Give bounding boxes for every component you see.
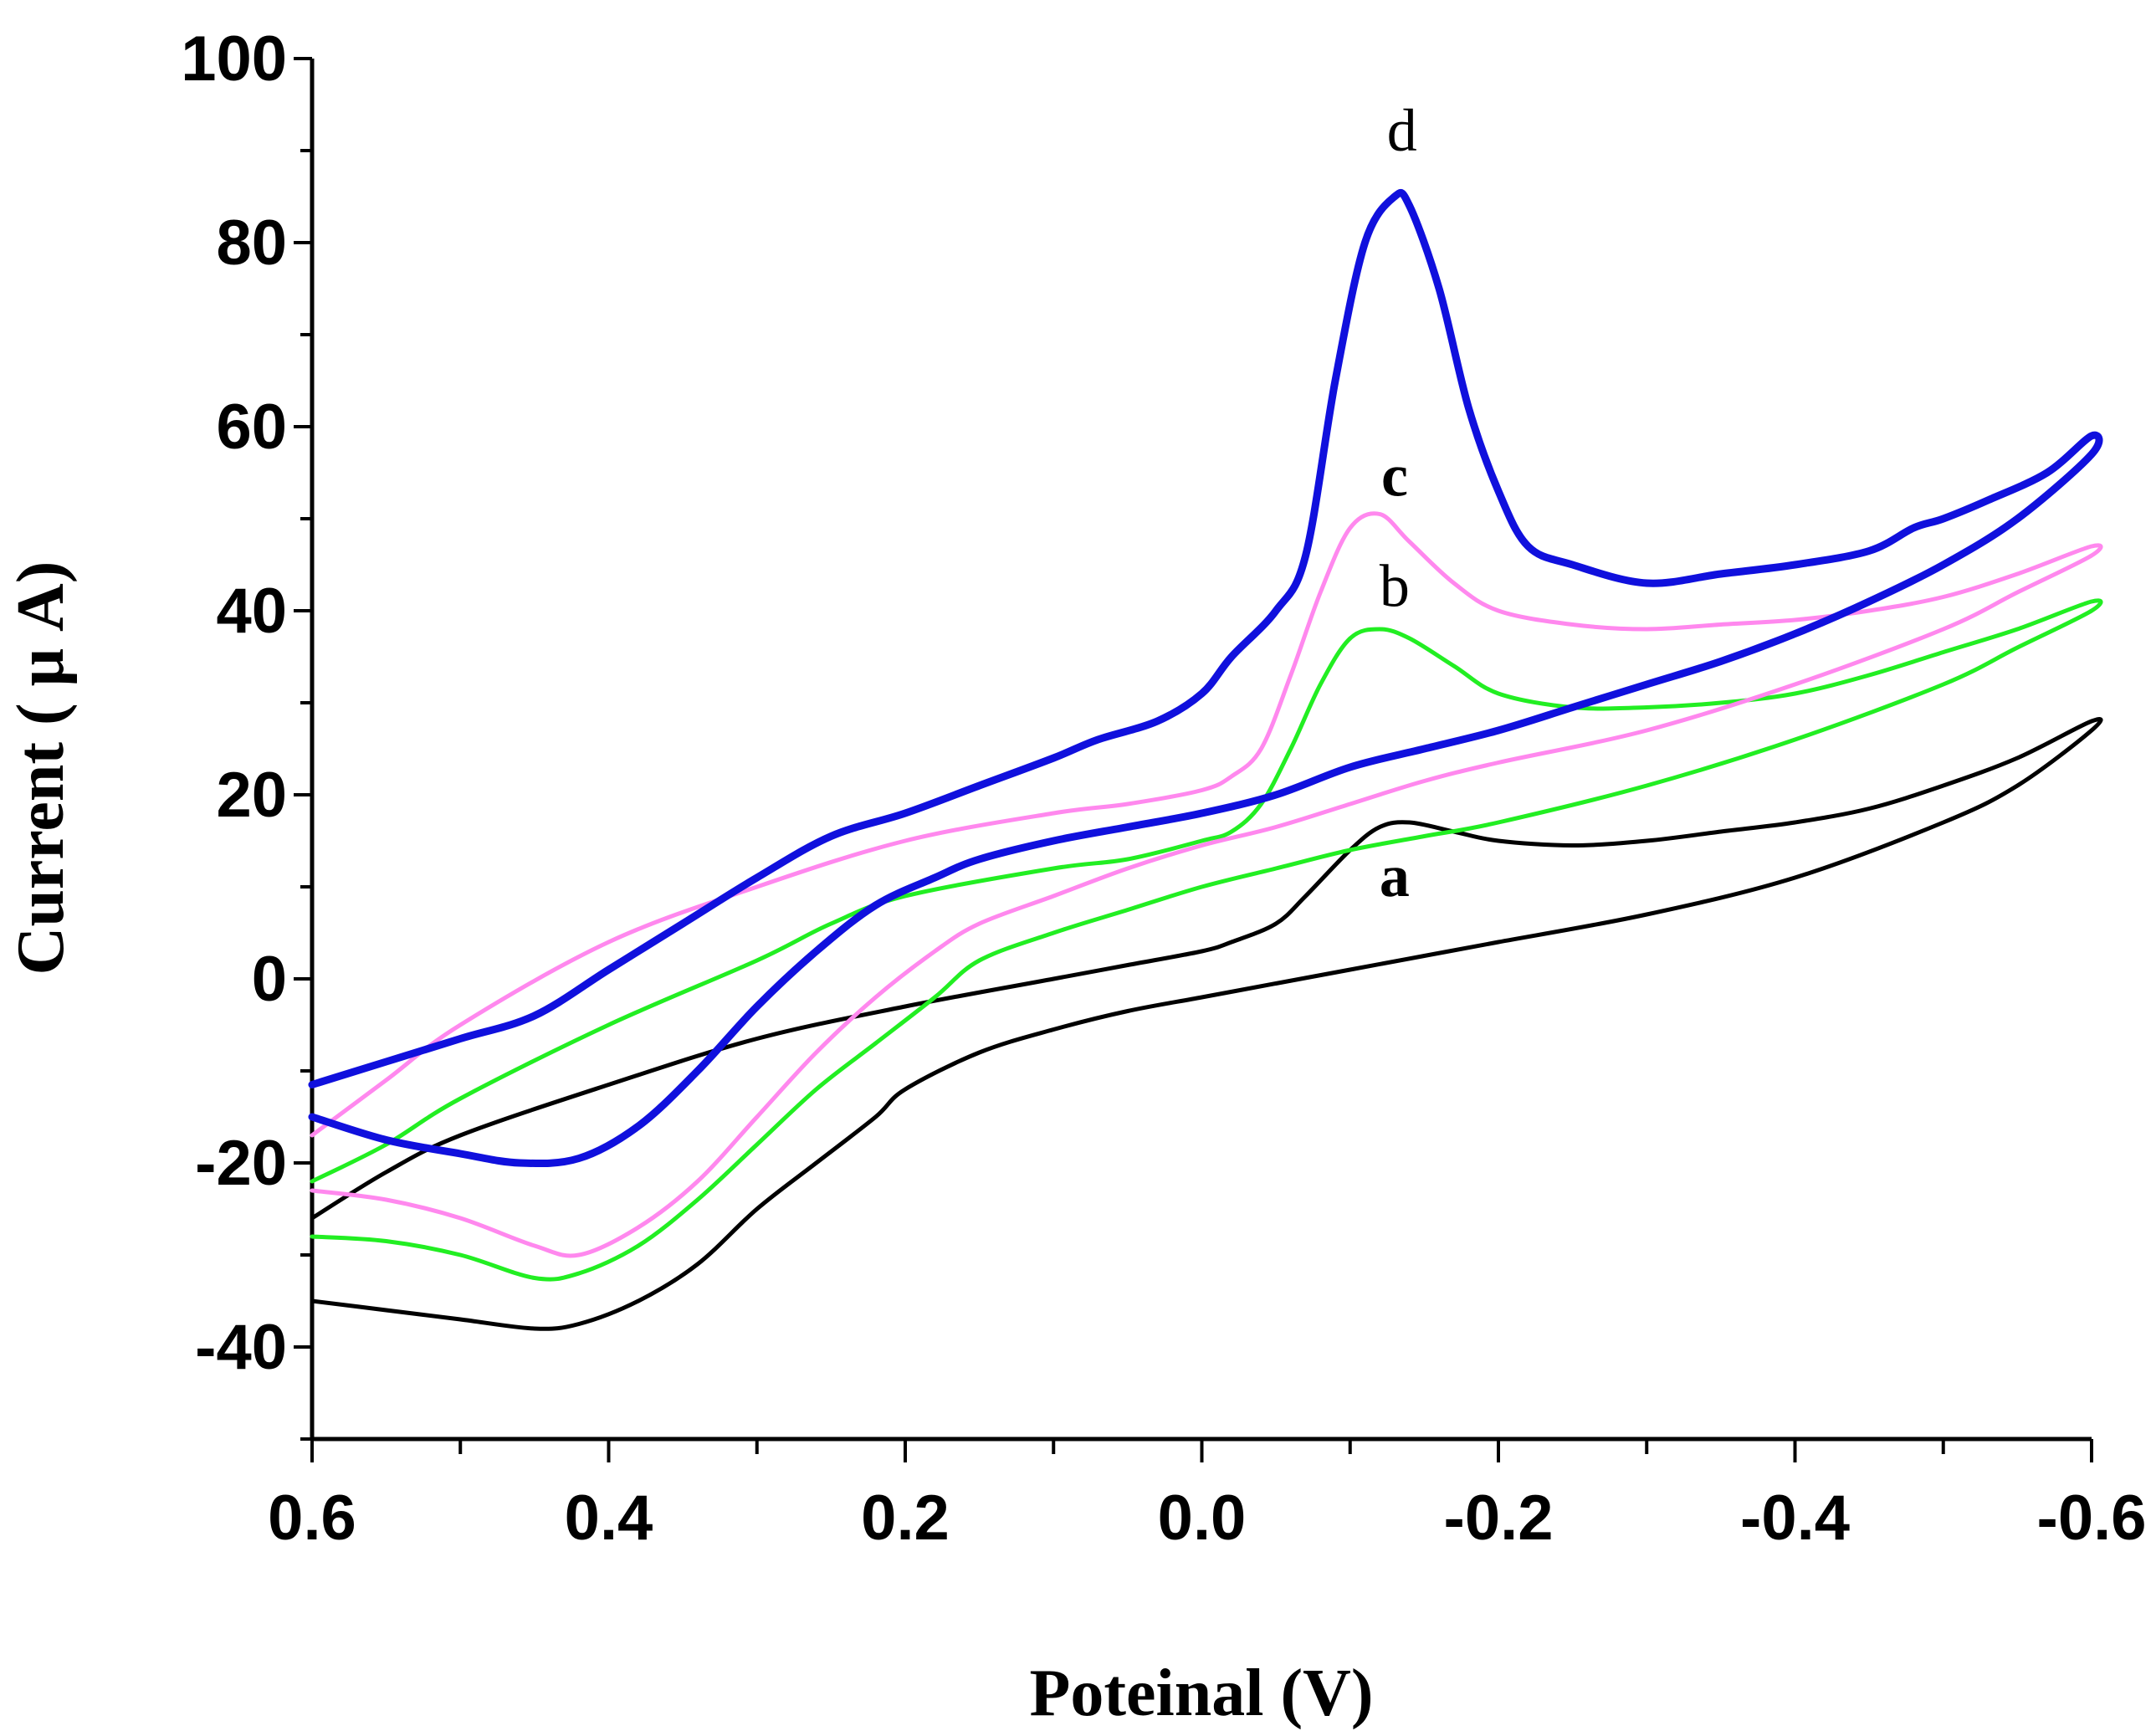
curve-label-a: a	[1380, 842, 1410, 909]
y-tick-label: -20	[195, 1128, 287, 1199]
series-d-line	[308, 189, 2103, 1168]
curve-labels: a bc d	[1380, 97, 1417, 909]
x-tick-label: 0.0	[1158, 1483, 1247, 1554]
x-tick-label: -0.2	[1444, 1483, 1554, 1554]
y-tick-label: 20	[216, 760, 287, 831]
y-axis-title: Current ( μ A)	[4, 561, 78, 976]
series-layer	[308, 189, 2103, 1331]
x-tick-label: 0.2	[861, 1483, 950, 1554]
x-axis-title: Poteinal (V)	[1029, 1657, 1373, 1730]
series-c-line	[310, 511, 2103, 1258]
y-tick-label: 40	[216, 576, 287, 647]
y-tick-label: 80	[216, 207, 287, 279]
curve-label-b: b	[1380, 553, 1410, 620]
curve-label-c: c	[1381, 443, 1408, 510]
y-tick-label: 100	[181, 23, 287, 95]
series-a-line	[310, 717, 2103, 1331]
x-tick-label: -0.4	[1740, 1483, 1850, 1554]
curve-label-d: d	[1387, 97, 1417, 164]
y-tick-label: 0	[252, 944, 287, 1015]
y-tick-label: 60	[216, 392, 287, 463]
x-tick-label: 0.4	[565, 1483, 653, 1554]
x-tick-label: -0.6	[2037, 1483, 2147, 1554]
x-tick-label: 0.6	[268, 1483, 356, 1554]
axes: -40 -20 0 20 40 60 80 100 0.6 0.4 0.2 0.0 -0.2 -0.4 -…	[181, 23, 2146, 1554]
series-b-line	[310, 598, 2103, 1282]
y-tick-label: -40	[195, 1312, 287, 1383]
x-ticks: 0.6 0.4 0.2 0.0 -0.2 -0.4 -0.6	[268, 1439, 2146, 1554]
y-ticks: -40 -20 0 20 40 60 80 100	[181, 23, 312, 1441]
